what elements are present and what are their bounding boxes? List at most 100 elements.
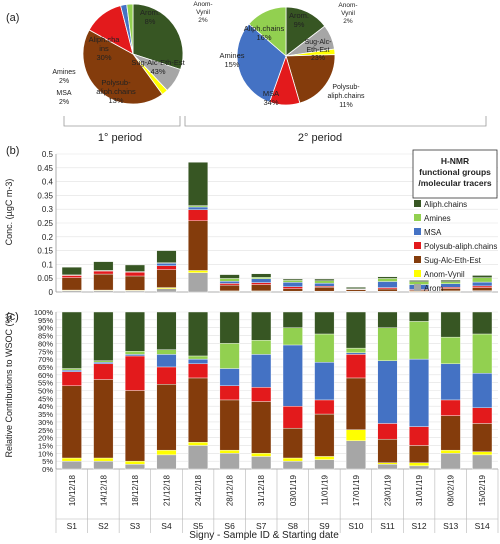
panel-c-bar-s13-aliph-chains (440, 311, 461, 338)
panel-b-bar-s1-aliph-chains (61, 266, 82, 276)
stacked-bar-chart-relative: 0%5%10%15%20%25%30%35%40%45%50%55%60%65%… (34, 308, 499, 533)
panel-c-date-label: 11/01/19 (320, 474, 329, 505)
panel-c-ytick-label: 10% (38, 449, 53, 458)
pie-chart-2nd-period (236, 6, 336, 106)
panel-c-bar-s7-anom-vynil (251, 453, 272, 457)
panel-c-date-label: 28/12/18 (226, 474, 235, 506)
panel-c-bar-s3-anom-vynil (124, 460, 145, 465)
panel-b-ytick-label: 0.35 (37, 191, 53, 200)
panel-c-bar-s12-polysub-aliph-chains (409, 426, 430, 446)
panel-c-date-label: 14/12/18 (99, 474, 108, 506)
panel-c-bar-s6-polysub-aliph-chains (219, 385, 240, 401)
legend-label-anom-vynil: Anom-Vynil (424, 270, 465, 279)
panel-c-bar-s10-anom-vynil (345, 429, 366, 441)
pie2-slice-msa (236, 23, 287, 103)
panel-c-bar-s12-arom (409, 465, 430, 470)
panel-c-bar-s9-arom (314, 459, 335, 470)
panel-c-bar-s9-amines (314, 333, 335, 363)
panel-b-bar-s8-amines (282, 280, 303, 283)
panel-b-bar-s12-aliph-chains (409, 280, 430, 282)
panel-b-bar-s14-sug-alc-eth-est (472, 287, 493, 291)
panel-c-bar-s13-polysub-aliph-chains (440, 399, 461, 416)
legend-swatch-anom-vynil (414, 270, 421, 277)
panel-b-bar-s1-arom (61, 290, 82, 293)
panel-b-bar-s3-polysub-aliph-chains (124, 271, 145, 277)
pie2-label-polysub: Polysub-aliph.chains 11% (328, 84, 365, 109)
panel-b-bar-s14-amines (472, 277, 493, 283)
panel-b-bar-s2-arom (93, 290, 114, 293)
legend-label-arom: Arom (424, 284, 443, 293)
panel-c-xlabel: Signy - Sample ID & Starting date (189, 530, 339, 541)
panel-c-bar-s2-amines (93, 360, 114, 363)
panel-b-bar-s9-aliph-chains (314, 278, 335, 281)
legend-label-sug-alc-eth-est: Sug-Alc-Eth-Est (424, 256, 482, 265)
panel-c-bar-s14-sug-alc-eth-est (472, 423, 493, 452)
panel-b-bar-s14-msa (472, 281, 493, 287)
panel-c-sample-label: S10 (348, 521, 363, 531)
panel-b-bar-s8-sug-alc-eth-est (282, 288, 303, 292)
panel-c-bar-s9-msa (314, 362, 335, 401)
panel-b-bar-s11-msa (377, 281, 398, 288)
panel-c-date-label: 23/01/19 (384, 474, 393, 506)
panel-c-bar-s5-msa (188, 358, 209, 365)
panel-c-bar-s6-msa (219, 368, 240, 386)
panel-b-bar-s11-aliph-chains (377, 276, 398, 279)
panel-b-bar-s5-sug-alc-eth-est (188, 220, 209, 271)
legend-swatch-arom (414, 284, 421, 291)
legend: Aliph.chains Amines MSA Polysub-aliph.chain… (414, 200, 497, 293)
panel-c-ytick-label: 50% (38, 387, 53, 396)
panel-c-ytick-label: 65% (38, 363, 53, 372)
panel-c-date-label: 31/12/18 (257, 474, 266, 506)
panel-label-a: (a) (6, 12, 19, 24)
panel-c-sample-label: S6 (224, 521, 235, 531)
panel-c-bar-s12-msa (409, 358, 430, 427)
panel-c-bar-s4-sug-alc-eth-est (156, 384, 177, 451)
panel-c-ytick-label: 5% (42, 457, 53, 466)
panel-b-bar-s13-msa (440, 283, 461, 288)
panel-c-sample-label: S12 (412, 521, 427, 531)
panel-b-bar-s4-arom (156, 288, 177, 293)
panel-b-bar-s5-aliph-chains (188, 162, 209, 206)
panel-b-bar-s8-aliph-chains (282, 278, 303, 281)
panel-c-sample-label: S4 (161, 521, 172, 531)
panel-c-ytick-label: 80% (38, 339, 53, 348)
panel-c-date-label: 31/01/19 (415, 474, 424, 506)
panel-c-bar-s8-arom (282, 460, 303, 470)
stacked-bar-chart-concentration: 0 0.05 0.1 0.15 0.2 0.25 0.3 0.35 0.4 0.45 0.5 (37, 150, 498, 297)
panel-c-bar-s9-sug-alc-eth-est (314, 413, 335, 457)
pie1-label-anom: Anom-Vynil 2% (193, 1, 212, 24)
panel-b-bar-s7-aliph-chains (251, 273, 272, 278)
panel-c-bar-s14-msa (472, 373, 493, 408)
panel-c-bar-s8-polysub-aliph-chains (282, 406, 303, 429)
panel-c-bar-s12-amines (409, 321, 430, 360)
panel-c-bar-s11-amines (377, 327, 398, 361)
pie2-label-aliph: Aliph.chains 16% (244, 24, 285, 42)
panel-b-ytick-label: 0.1 (42, 260, 54, 269)
panel-c-bar-s1-aliph-chains (61, 311, 82, 369)
legend-label-aliph-chains: Aliph.chains (424, 200, 467, 209)
panel-c-bar-s11-arom (377, 464, 398, 470)
panel-b-bar-s13-aliph-chains (440, 279, 461, 282)
panel-b-bar-s4-polysub-aliph-chains (156, 265, 177, 270)
legend-swatch-polysub-aliph-chains (414, 242, 421, 249)
panel-b-bar-s6-polysub-aliph-chains (219, 283, 240, 286)
panel-b-bar-s13-sug-alc-eth-est (440, 288, 461, 292)
legend-label-msa: MSA (424, 228, 442, 237)
panel-c-bar-s10-arom (345, 440, 366, 470)
panel-c-bar-s1-polysub-aliph-chains (61, 371, 82, 386)
panel-b-bar-s9-amines (314, 280, 335, 284)
panel-c-bar-s9-polysub-aliph-chains (314, 399, 335, 415)
panel-c-bar-s11-polysub-aliph-chains (377, 423, 398, 440)
panel-c-date-label: 08/02/19 (447, 474, 456, 506)
panel-b-ytick-label: 0.15 (37, 247, 53, 256)
panel-c-bar-s6-anom-vynil (219, 449, 240, 454)
panel-c-bar-s1-anom-vynil (61, 457, 82, 462)
panel-c-date-label: 21/12/18 (163, 474, 172, 506)
pie2-label-msa: MSA 34% (263, 89, 279, 107)
pie2-slice-amines (248, 6, 287, 57)
panel-b-bar-s4-sug-alc-eth-est (156, 269, 177, 288)
panel-b-bar-s14-polysub-aliph-chains (472, 285, 493, 288)
panel-b-bar-s4-aliph-chains (156, 250, 177, 263)
panel-b-bar-s8-polysub-aliph-chains (282, 286, 303, 289)
panel-c-bar-s6-sug-alc-eth-est (219, 399, 240, 451)
